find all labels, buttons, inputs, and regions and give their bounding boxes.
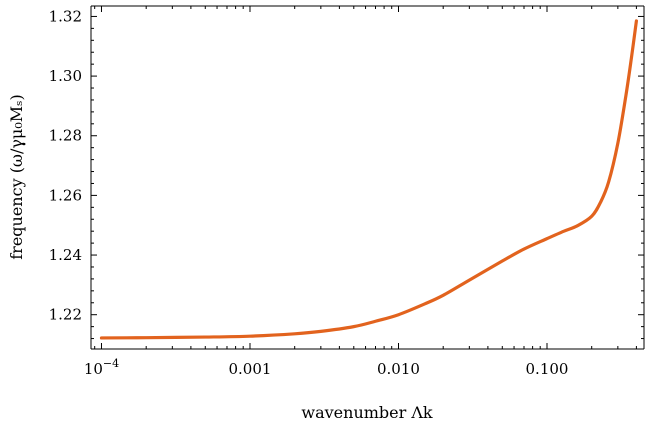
y-tick-label: 1.24 bbox=[49, 246, 82, 264]
series-group bbox=[99, 19, 638, 340]
x-axis-title: wavenumber Λk bbox=[301, 403, 433, 422]
series-line bbox=[99, 19, 638, 340]
x-axis-ticks: 10−4 0.001 0.010 0.100 bbox=[84, 6, 637, 378]
plot-frame bbox=[90, 5, 645, 350]
y-tick-label: 1.28 bbox=[49, 127, 82, 145]
x-tick-label: 0.010 bbox=[377, 360, 420, 378]
x-tick-label: 10−4 bbox=[84, 357, 119, 378]
x-tick-label: 0.100 bbox=[526, 360, 569, 378]
x-tick-label: 0.001 bbox=[229, 360, 272, 378]
y-tick-label: 1.32 bbox=[49, 7, 82, 25]
y-tick-label: 1.22 bbox=[49, 306, 82, 324]
y-axis-title: frequency (ω/γμ₀Mₛ) bbox=[7, 94, 26, 260]
y-tick-label: 1.26 bbox=[49, 186, 82, 204]
y-tick-label: 1.30 bbox=[49, 67, 82, 85]
y-axis-ticks: 1.22 1.24 1.26 1.28 1.30 1.32 bbox=[49, 7, 644, 340]
